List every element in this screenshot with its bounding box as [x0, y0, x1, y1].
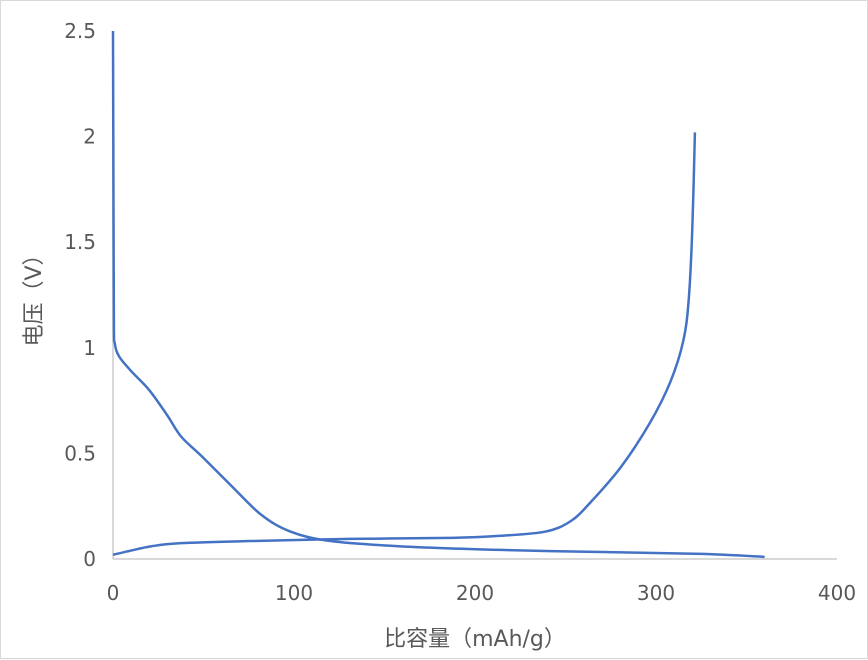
charge-curve: [112, 132, 697, 556]
series-group: [111, 30, 765, 559]
x-axis-label: 比容量（mAh/g）: [384, 627, 566, 652]
y-tick-label: 1.5: [64, 230, 96, 254]
discharge-curve: [111, 30, 765, 559]
y-axis-label: 电压（V）: [22, 243, 47, 346]
x-tick-label: 0: [107, 581, 120, 605]
x-tick-label: 300: [637, 581, 675, 605]
axes: [112, 31, 837, 560]
x-tick-label: 100: [275, 581, 313, 605]
tick-labels: 0 100 200 300 400 0 0.5 1 1.5 2 2.5: [64, 19, 856, 605]
y-tick-label: 2.5: [64, 19, 96, 43]
x-tick-label: 400: [818, 581, 856, 605]
y-tick-label: 0.5: [64, 441, 96, 465]
y-tick-label: 0: [83, 547, 96, 571]
y-tick-label: 1: [83, 336, 96, 360]
x-tick-label: 200: [456, 581, 494, 605]
y-tick-label: 2: [83, 125, 96, 149]
